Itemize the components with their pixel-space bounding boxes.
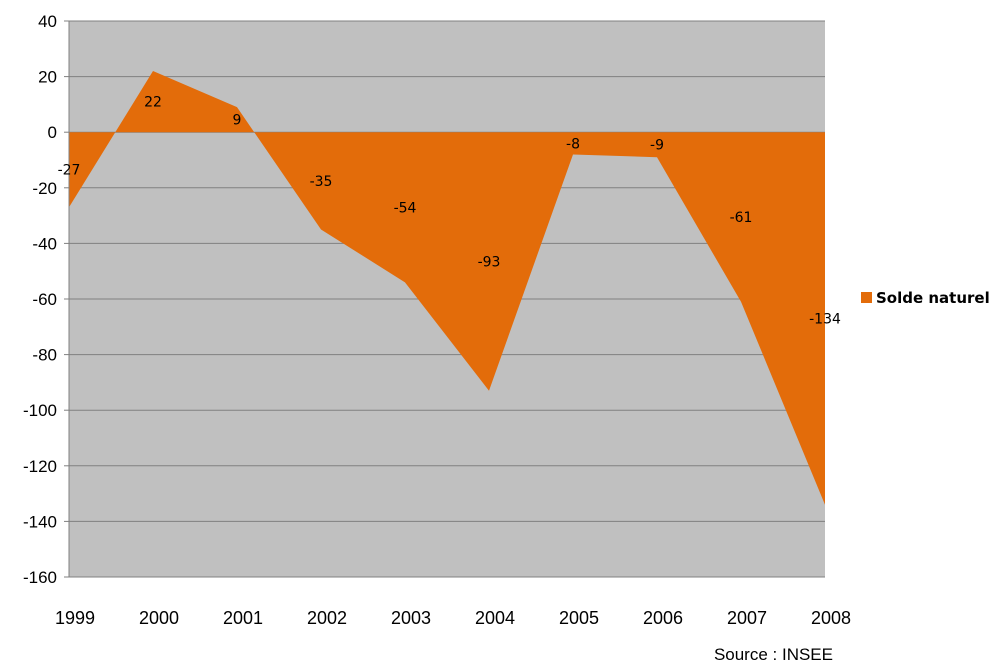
axes <box>64 20 825 578</box>
x-tick-label-2000: 2000 <box>139 608 179 628</box>
x-tick-label-2005: 2005 <box>559 608 599 628</box>
data-label-2006: -9 <box>650 138 664 154</box>
y-tick-label--60: -60 <box>32 290 57 309</box>
y-tick-label-0: 0 <box>48 123 57 142</box>
x-tick-label-2008: 2008 <box>811 608 851 628</box>
source-note: Source : INSEE <box>714 645 833 661</box>
data-label-2008: -134 <box>809 311 841 327</box>
x-tick-label-2003: 2003 <box>391 608 431 628</box>
data-label-2003: -54 <box>394 200 417 216</box>
x-axis-tick-labels: 1999 2000 2001 2002 2003 2004 2005 2006 2007 2008 <box>55 608 851 628</box>
x-tick-label-2004: 2004 <box>475 608 515 628</box>
y-tick-label--40: -40 <box>32 234 57 253</box>
y-tick-label--20: -20 <box>32 179 57 198</box>
data-label-1999: -27 <box>58 163 81 179</box>
y-tick-label--120: -120 <box>23 457 57 476</box>
data-label-2000: 22 <box>144 95 162 111</box>
y-tick-label--140: -140 <box>23 512 57 531</box>
x-tick-label-2006: 2006 <box>643 608 683 628</box>
y-tick-label--100: -100 <box>23 401 57 420</box>
legend: Solde naturel <box>861 289 990 307</box>
x-tick-label-1999: 1999 <box>55 608 95 628</box>
legend-label-solde-naturel: Solde naturel <box>876 289 990 307</box>
x-tick-label-2007: 2007 <box>727 608 767 628</box>
data-label-2001: 9 <box>233 113 242 129</box>
data-label-2004: -93 <box>478 254 501 270</box>
data-label-2002: -35 <box>310 174 333 190</box>
y-tick-label--160: -160 <box>23 568 57 587</box>
y-tick-label-40: 40 <box>38 12 57 31</box>
y-tick-label-20: 20 <box>38 68 57 87</box>
series-area-solde-naturel <box>69 71 825 505</box>
data-label-2007: -61 <box>730 210 753 226</box>
y-axis-tick-labels: 40 20 0 -20 -40 -60 -80 -100 -120 -140 -160 <box>23 12 57 587</box>
x-tick-label-2001: 2001 <box>223 608 263 628</box>
y-tick-label--80: -80 <box>32 346 57 365</box>
legend-swatch-solde-naturel <box>861 292 872 303</box>
x-tick-label-2002: 2002 <box>307 608 347 628</box>
data-labels: -27 22 9 -35 -54 -93 -8 -9 -61 -134 <box>58 95 841 328</box>
data-label-2005: -8 <box>566 136 580 152</box>
